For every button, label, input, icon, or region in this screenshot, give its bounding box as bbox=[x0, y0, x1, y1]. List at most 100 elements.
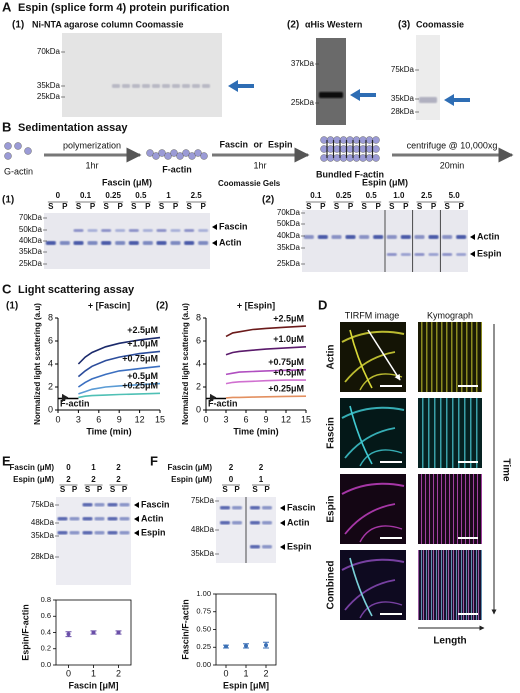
band bbox=[107, 517, 118, 521]
lane-label: P bbox=[200, 202, 206, 211]
x-tick-label: 0 bbox=[223, 668, 228, 678]
concentration: 0.1 bbox=[80, 191, 92, 200]
band-pointer bbox=[212, 224, 217, 230]
band bbox=[142, 229, 153, 232]
y-tick-label: 0 bbox=[196, 404, 201, 414]
band bbox=[184, 229, 195, 232]
band-pointer bbox=[280, 505, 285, 511]
x-tick-label: 0 bbox=[66, 668, 71, 678]
lane-label: S bbox=[334, 202, 340, 211]
band bbox=[107, 531, 118, 535]
legend-label: +0.75μM bbox=[268, 357, 304, 367]
data-point bbox=[66, 632, 71, 637]
y-tick-label: 4 bbox=[196, 358, 201, 368]
x-tick-label: 1 bbox=[91, 668, 96, 678]
band bbox=[107, 503, 118, 507]
band-label: Actin bbox=[219, 237, 242, 247]
marker-label: 25kDa bbox=[291, 98, 315, 107]
x-axis-label: Fascin [μM] bbox=[68, 680, 118, 690]
scheme-label: 1hr bbox=[253, 160, 266, 170]
concentration: 0.5 bbox=[135, 191, 147, 200]
band bbox=[250, 506, 260, 510]
band bbox=[250, 521, 260, 525]
band-label: Actin bbox=[477, 231, 500, 241]
band bbox=[59, 241, 70, 245]
band-label: Espin bbox=[287, 541, 312, 551]
gel-note: Coomassie Gels bbox=[218, 179, 281, 188]
y-axis-label: Espin/F-actin bbox=[20, 604, 30, 661]
band bbox=[119, 503, 130, 507]
gel-title: Espin (μM) bbox=[362, 177, 408, 187]
chart-label: (1) bbox=[6, 301, 18, 312]
marker-label: 50kDa bbox=[19, 225, 43, 234]
row-label: Fascin (μM) bbox=[10, 463, 55, 472]
filament bbox=[341, 482, 405, 495]
filament bbox=[349, 405, 373, 465]
gel-label: (2) bbox=[262, 195, 274, 206]
panel-letter: A bbox=[2, 0, 12, 14]
filament-bead bbox=[188, 152, 196, 160]
x-axis-label: Time (min) bbox=[86, 426, 131, 436]
concentration: 1 bbox=[91, 463, 96, 472]
band-arrow bbox=[350, 89, 376, 101]
band bbox=[232, 506, 242, 510]
band bbox=[128, 241, 139, 245]
legend-label: +0.25μM bbox=[268, 384, 304, 394]
x-tick-label: 0 bbox=[55, 414, 60, 424]
band-pointer bbox=[134, 516, 139, 522]
band bbox=[128, 229, 139, 232]
column-label: Kymograph bbox=[427, 310, 473, 320]
legend-label: +1.0μM bbox=[127, 339, 158, 349]
marker-label: 40kDa bbox=[277, 231, 301, 240]
band bbox=[162, 84, 170, 88]
band bbox=[152, 84, 160, 88]
concentration: 2 bbox=[66, 475, 71, 484]
band-pointer bbox=[212, 240, 217, 246]
concentration: 2.5 bbox=[421, 191, 433, 200]
band bbox=[232, 521, 242, 525]
band bbox=[400, 253, 411, 256]
band bbox=[69, 531, 80, 535]
scheme-label: Espin bbox=[268, 139, 293, 149]
concentration: 1 bbox=[166, 191, 171, 200]
filament bbox=[349, 329, 373, 389]
filaments bbox=[341, 482, 405, 543]
band bbox=[386, 253, 397, 256]
x-tick-label: 1 bbox=[243, 668, 248, 678]
filament-bead bbox=[176, 152, 184, 160]
lane-label: P bbox=[348, 202, 354, 211]
column-label: TIRFM image bbox=[345, 310, 400, 320]
filament bbox=[344, 503, 396, 535]
x-tick-label: 9 bbox=[263, 414, 268, 424]
direction-arrow bbox=[367, 329, 401, 381]
filament-bead bbox=[164, 152, 172, 160]
x-tick-label: 0 bbox=[203, 414, 208, 424]
band bbox=[442, 235, 453, 239]
filament bbox=[344, 351, 396, 383]
lane-label: P bbox=[431, 202, 437, 211]
band bbox=[142, 84, 150, 88]
y-tick-label: 0.00 bbox=[196, 660, 211, 669]
marker-label: 75kDa bbox=[191, 496, 215, 505]
legend-label: F-actin bbox=[208, 398, 238, 408]
band bbox=[192, 84, 200, 88]
filament-bead bbox=[372, 145, 380, 153]
band bbox=[428, 253, 439, 256]
concentration: 2 bbox=[229, 463, 234, 472]
band-label: Fascin bbox=[141, 499, 170, 509]
y-tick-label: 6 bbox=[196, 335, 201, 345]
lane-label: S bbox=[361, 202, 367, 211]
y-tick-label: 0.25 bbox=[196, 642, 211, 651]
lane-label: P bbox=[320, 202, 326, 211]
panel-title: Sedimentation assay bbox=[18, 122, 128, 134]
x-tick-label: 6 bbox=[243, 414, 248, 424]
marker-label: 35kDa bbox=[31, 531, 55, 540]
concentration: 1.0 bbox=[393, 191, 405, 200]
band bbox=[428, 235, 439, 239]
x-tick-label: 6 bbox=[96, 414, 101, 424]
legend-label: +1.0μM bbox=[273, 334, 304, 344]
scheme-label: G-actin bbox=[4, 166, 33, 176]
marker-label: 35kDa bbox=[191, 549, 215, 558]
filament bbox=[359, 525, 403, 543]
